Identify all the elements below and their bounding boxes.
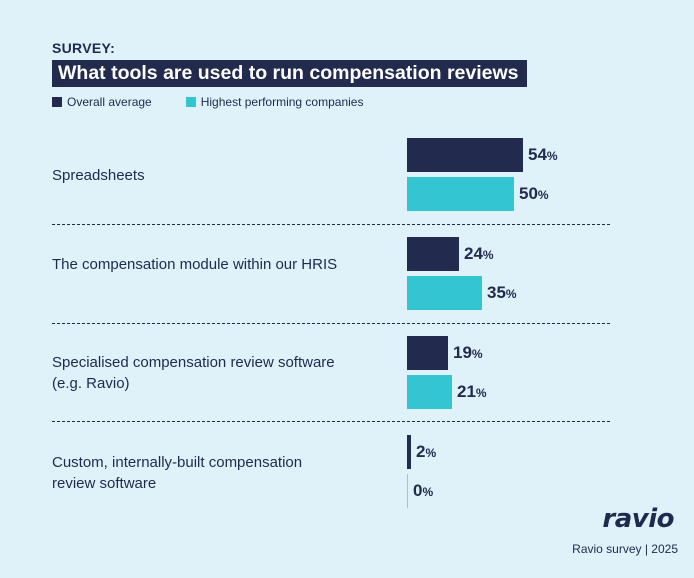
bar-value-label: 0% — [413, 481, 434, 500]
category-label: Spreadsheets — [52, 167, 145, 184]
category-label: Custom, internally-built compensation re… — [52, 454, 303, 492]
legend-item-highest: Highest performing companies — [185, 95, 364, 109]
bar-overall — [407, 336, 448, 370]
legend-item-overall: Overall average — [52, 95, 152, 109]
legend-label-overall: Overall average — [67, 95, 152, 109]
bar-overall — [407, 237, 459, 271]
bar-highest — [407, 177, 514, 211]
bar-overall — [407, 435, 411, 469]
ravio-logo: ravio — [602, 504, 674, 534]
legend: Overall average Highest performing compa… — [52, 95, 397, 109]
legend-swatch-overall — [52, 97, 62, 107]
bar-highest — [407, 375, 452, 409]
legend-swatch-highest — [185, 97, 196, 107]
bar-highest — [407, 474, 408, 508]
legend-label-highest: Highest performing companies — [200, 95, 364, 109]
category-divider — [52, 224, 610, 225]
bar-value-label: 19% — [453, 343, 483, 362]
bar-value-label: 50% — [519, 184, 549, 203]
bar-value-label: 54% — [528, 145, 558, 164]
footer-source: Ravio survey | 2025 — [572, 542, 678, 556]
bar-value-label: 21% — [457, 382, 487, 401]
bar-overall — [407, 138, 523, 172]
category-label: The compensation module within our HRIS — [52, 256, 338, 273]
category-divider — [52, 421, 610, 422]
category-label: Specialised compensation review software… — [52, 354, 335, 392]
bar-value-label: 35% — [487, 283, 517, 302]
bar-highest — [407, 276, 482, 310]
bar-value-label: 2% — [416, 442, 437, 461]
eyebrow: SURVEY: — [52, 40, 116, 56]
bar-value-label: 24% — [464, 244, 494, 263]
chart-title: What tools are used to run compensation … — [52, 60, 527, 87]
category-divider — [52, 323, 610, 324]
